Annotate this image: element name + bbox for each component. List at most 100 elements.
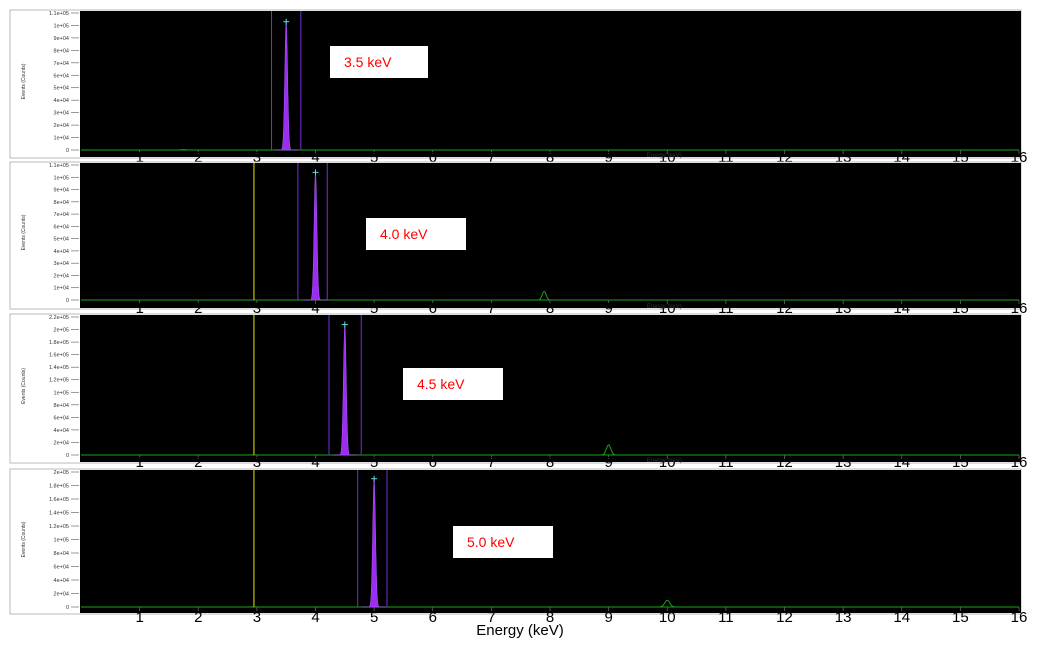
x-tick-label: 7 — [487, 454, 495, 471]
y-tick-label: 1e+05 — [54, 390, 69, 396]
y-tick-label: 2e+04 — [54, 273, 69, 279]
y-tick-label: 7e+04 — [54, 61, 69, 67]
y-tick-label: 6e+04 — [54, 565, 69, 571]
inner-x-axis-label: Energy (keV) — [647, 458, 682, 464]
y-tick-label: 1.2e+05 — [49, 378, 69, 384]
y-tick-label: 0 — [66, 298, 69, 304]
x-tick-label: 16 — [1011, 609, 1028, 626]
x-tick-label: 5 — [370, 454, 378, 471]
y-tick-label: 6e+04 — [54, 73, 69, 79]
x-tick-label: 10 — [659, 609, 676, 626]
x-tick-label: 11 — [718, 609, 734, 626]
x-tick-label: 11 — [718, 300, 734, 317]
y-tick-label: 6e+04 — [54, 415, 69, 421]
annotation-label: 3.5 keV — [344, 54, 392, 70]
x-tick-label: 14 — [893, 300, 910, 317]
x-tick-label: 9 — [604, 300, 612, 317]
y-tick-label: 4e+04 — [54, 249, 69, 255]
y-tick-label: 8e+04 — [54, 200, 69, 206]
y-tick-label: 3e+04 — [54, 111, 69, 117]
y-tick-label: 1e+05 — [54, 538, 69, 544]
annotation-label: 4.0 keV — [380, 226, 428, 242]
y-tick-label: 2e+05 — [54, 328, 69, 334]
x-tick-label: 4 — [311, 454, 319, 471]
x-tick-label: 15 — [952, 609, 969, 626]
x-tick-label: 6 — [429, 300, 437, 317]
x-tick-label: 1 — [135, 149, 143, 166]
y-tick-label: 1e+05 — [54, 175, 69, 181]
annotation-box — [330, 46, 428, 78]
escape-peak — [646, 599, 689, 608]
x-tick-label: 5 — [370, 149, 378, 166]
y-tick-label: 4e+04 — [54, 428, 69, 434]
x-tick-label: 1 — [135, 454, 143, 471]
x-tick-label: 13 — [835, 300, 852, 317]
y-tick-label: 9e+04 — [54, 188, 69, 194]
escape-peak — [589, 444, 628, 456]
annotation-box — [366, 218, 466, 250]
x-tick-label: 3 — [253, 300, 261, 317]
y-tick-label: 0 — [66, 148, 69, 154]
y-tick-label: 8e+04 — [54, 551, 69, 557]
x-tick-label: 4 — [311, 300, 319, 317]
x-tick-label: 10 — [659, 300, 676, 317]
y-tick-label: 1.4e+05 — [49, 511, 69, 517]
x-tick-label: 14 — [893, 609, 910, 626]
x-tick-label: 6 — [429, 149, 437, 166]
x-tick-label: 16 — [1011, 300, 1028, 317]
y-tick-label: 9e+04 — [54, 36, 69, 42]
y-tick-label: 8e+04 — [54, 403, 69, 409]
plot-area — [80, 11, 1021, 157]
x-tick-label: 2 — [194, 454, 202, 471]
escape-peak — [527, 290, 561, 301]
x-tick-label: 12 — [776, 609, 793, 626]
x-tick-label: 8 — [546, 300, 554, 317]
y-tick-label: 2e+04 — [54, 592, 69, 598]
x-tick-label: 12 — [776, 300, 793, 317]
x-tick-label: 9 — [604, 149, 612, 166]
x-tick-label: 6 — [429, 609, 437, 626]
y-tick-label: 0 — [66, 453, 69, 459]
plot-area — [80, 163, 1021, 308]
x-tick-label: 8 — [546, 149, 554, 166]
x-tick-label: 1 — [135, 300, 143, 317]
y-tick-label: 1.6e+05 — [49, 497, 69, 503]
x-tick-label: 2 — [194, 609, 202, 626]
annotation-box — [453, 526, 553, 558]
y-tick-label: 5e+04 — [54, 237, 69, 243]
x-tick-label: 8 — [546, 454, 554, 471]
x-tick-label: 5 — [370, 609, 378, 626]
y-tick-label: 7e+04 — [54, 212, 69, 218]
y-tick-label: 1e+05 — [54, 23, 69, 29]
y-tick-label: 8e+04 — [54, 48, 69, 54]
x-tick-label: 15 — [952, 454, 969, 471]
x-axis-title: Energy (keV) — [476, 622, 564, 639]
x-tick-label: 13 — [835, 609, 852, 626]
x-tick-label: 4 — [311, 149, 319, 166]
x-tick-label: 3 — [253, 454, 261, 471]
x-tick-label: 2 — [194, 300, 202, 317]
y-tick-label: 1.2e+05 — [49, 524, 69, 530]
y-tick-label: 1.4e+05 — [49, 365, 69, 371]
x-tick-label: 4 — [311, 609, 319, 626]
y-tick-label: 2.2e+05 — [49, 315, 69, 321]
x-tick-label: 14 — [893, 454, 910, 471]
x-tick-label: 6 — [429, 454, 437, 471]
y-tick-label: 6e+04 — [54, 224, 69, 230]
y-tick-label: 1.6e+05 — [49, 353, 69, 359]
y-axis-label: Events (Counts) — [21, 521, 27, 557]
x-tick-label: 15 — [952, 300, 969, 317]
y-tick-label: 1e+04 — [54, 286, 69, 292]
x-tick-label: 7 — [487, 609, 495, 626]
x-tick-label: 16 — [1011, 454, 1028, 471]
annotation-box — [403, 368, 503, 400]
y-tick-label: 2e+04 — [54, 440, 69, 446]
x-tick-label: 7 — [487, 300, 495, 317]
x-tick-label: 11 — [718, 454, 734, 471]
y-tick-label: 1e+04 — [54, 136, 69, 142]
y-tick-label: 2e+04 — [54, 123, 69, 129]
x-tick-label: 1 — [135, 609, 143, 626]
annotation-label: 4.5 keV — [417, 376, 465, 392]
x-tick-label: 3 — [253, 149, 261, 166]
y-tick-label: 1.1e+05 — [49, 163, 69, 169]
